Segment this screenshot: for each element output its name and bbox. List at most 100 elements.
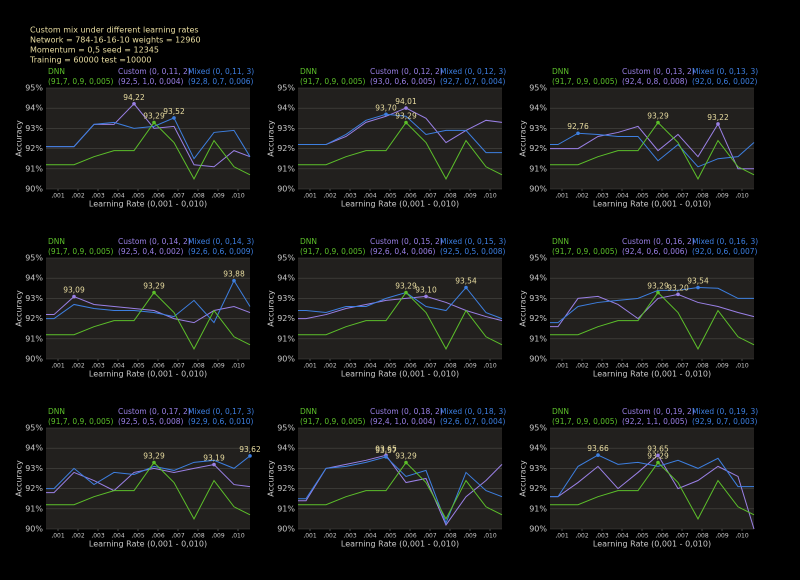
plot-area	[46, 428, 250, 529]
x-tick-label: ,010	[231, 363, 245, 370]
x-axis-label: Learning Rate (0,001 - 0,010)	[89, 200, 207, 209]
point-marker	[404, 460, 408, 465]
value-label: 93,10	[415, 285, 437, 294]
x-tick-label: ,002	[71, 533, 85, 540]
x-tick-label: ,002	[575, 363, 589, 370]
x-axis-label: Learning Rate (0,001 - 0,010)	[593, 200, 711, 209]
legend-params: (91,7, 0,9, 0,005)	[300, 247, 366, 256]
y-tick-label: 93%	[25, 464, 43, 473]
point-marker	[656, 120, 660, 125]
x-tick-label: ,004	[111, 363, 125, 370]
x-tick-label: ,009	[463, 533, 477, 540]
y-tick-label: 90%	[529, 185, 547, 194]
x-tick-label: ,002	[323, 533, 337, 540]
point-marker	[656, 460, 660, 465]
value-label: 93,29	[143, 282, 165, 291]
plot-area	[298, 88, 502, 189]
legend-label: Mixed (0, 0,17, 3)	[188, 407, 254, 416]
y-tick-label: 93%	[529, 124, 547, 133]
series-line	[46, 291, 251, 350]
x-tick-label: ,001	[51, 363, 65, 370]
x-tick-label: ,009	[715, 533, 729, 540]
series-line	[550, 121, 755, 180]
x-tick-label: ,009	[715, 193, 729, 200]
y-tick-label: 95%	[25, 84, 43, 93]
x-tick-label: ,005	[131, 533, 145, 540]
legend-params: (92,5, 0,4, 0,002)	[118, 247, 184, 256]
x-tick-label: ,010	[483, 533, 497, 540]
plot-area	[550, 428, 754, 529]
x-tick-label: ,010	[483, 363, 497, 370]
legend-label: Custom (0, 0,15, 2)	[370, 237, 443, 246]
x-tick-label: ,003	[595, 533, 609, 540]
plot-area	[46, 258, 250, 359]
value-label: 93,22	[707, 113, 729, 122]
plot-area	[550, 258, 754, 359]
series-line	[550, 461, 755, 520]
x-tick-label: ,001	[51, 193, 65, 200]
value-label: 93,29	[143, 452, 165, 461]
point-marker	[248, 454, 252, 458]
y-tick-label: 90%	[25, 355, 43, 364]
y-tick-label: 95%	[277, 84, 295, 93]
legend-label: Custom (0, 0,13, 2)	[622, 67, 695, 76]
x-tick-label: ,002	[575, 533, 589, 540]
y-tick-label: 93%	[529, 294, 547, 303]
series-line	[550, 286, 754, 324]
x-tick-label: ,004	[363, 193, 377, 200]
series-line	[550, 454, 754, 498]
x-tick-label: ,004	[615, 193, 629, 200]
y-axis-label: Accuracy	[15, 460, 24, 497]
legend-params: (92,0, 0,6, 0,007)	[692, 247, 758, 256]
x-tick-label: ,003	[595, 193, 609, 200]
y-tick-label: 94%	[25, 104, 43, 113]
legend-params: (92,4, 1,0, 0,004)	[370, 417, 436, 426]
x-tick-label: ,002	[575, 193, 589, 200]
legend-params: (92,5, 0,5, 0,008)	[440, 247, 506, 256]
y-axis-label: Accuracy	[15, 290, 24, 327]
y-tick-label: 95%	[529, 424, 547, 433]
x-tick-label: ,010	[231, 533, 245, 540]
y-tick-label: 90%	[25, 525, 43, 534]
x-tick-label: ,010	[735, 193, 749, 200]
x-tick-label: ,010	[735, 363, 749, 370]
legend-label: Mixed (0, 0,15, 3)	[440, 237, 506, 246]
x-tick-label: ,008	[191, 533, 205, 540]
y-tick-label: 92%	[277, 144, 295, 153]
y-tick-label: 94%	[529, 104, 547, 113]
value-label: 94,22	[123, 93, 145, 102]
series-line	[46, 461, 251, 520]
y-tick-label: 91%	[529, 504, 547, 513]
legend-params: (91,7, 0,9, 0,005)	[48, 417, 114, 426]
x-tick-label: ,009	[211, 193, 225, 200]
x-tick-label: ,002	[323, 193, 337, 200]
header-line: Training = 60000 test =10000	[29, 56, 151, 65]
x-tick-label: ,004	[615, 363, 629, 370]
y-tick-label: 90%	[277, 525, 295, 534]
value-label: 93,29	[395, 282, 417, 291]
value-label: 93,29	[647, 112, 669, 121]
x-tick-label: ,004	[363, 363, 377, 370]
series-line	[298, 121, 503, 180]
y-tick-label: 92%	[277, 484, 295, 493]
y-tick-label: 92%	[25, 484, 43, 493]
y-axis-label: Accuracy	[267, 120, 276, 157]
point-marker	[152, 120, 156, 125]
value-label: 93,52	[163, 107, 185, 116]
value-label: 93,57	[375, 446, 397, 455]
y-tick-label: 91%	[529, 334, 547, 343]
x-tick-label: ,001	[555, 193, 569, 200]
x-tick-label: ,004	[111, 193, 125, 200]
y-axis-label: Accuracy	[267, 460, 276, 497]
series-line	[298, 295, 503, 322]
y-axis-label: Accuracy	[267, 290, 276, 327]
x-tick-label: ,001	[303, 193, 317, 200]
x-tick-label: ,004	[363, 533, 377, 540]
x-tick-label: ,010	[231, 193, 245, 200]
x-tick-label: ,005	[383, 193, 397, 200]
x-tick-label: ,003	[91, 533, 105, 540]
x-tick-label: ,005	[131, 193, 145, 200]
value-label: 93,09	[63, 286, 85, 295]
x-tick-label: ,003	[343, 363, 357, 370]
value-label: 93,65	[647, 444, 669, 453]
